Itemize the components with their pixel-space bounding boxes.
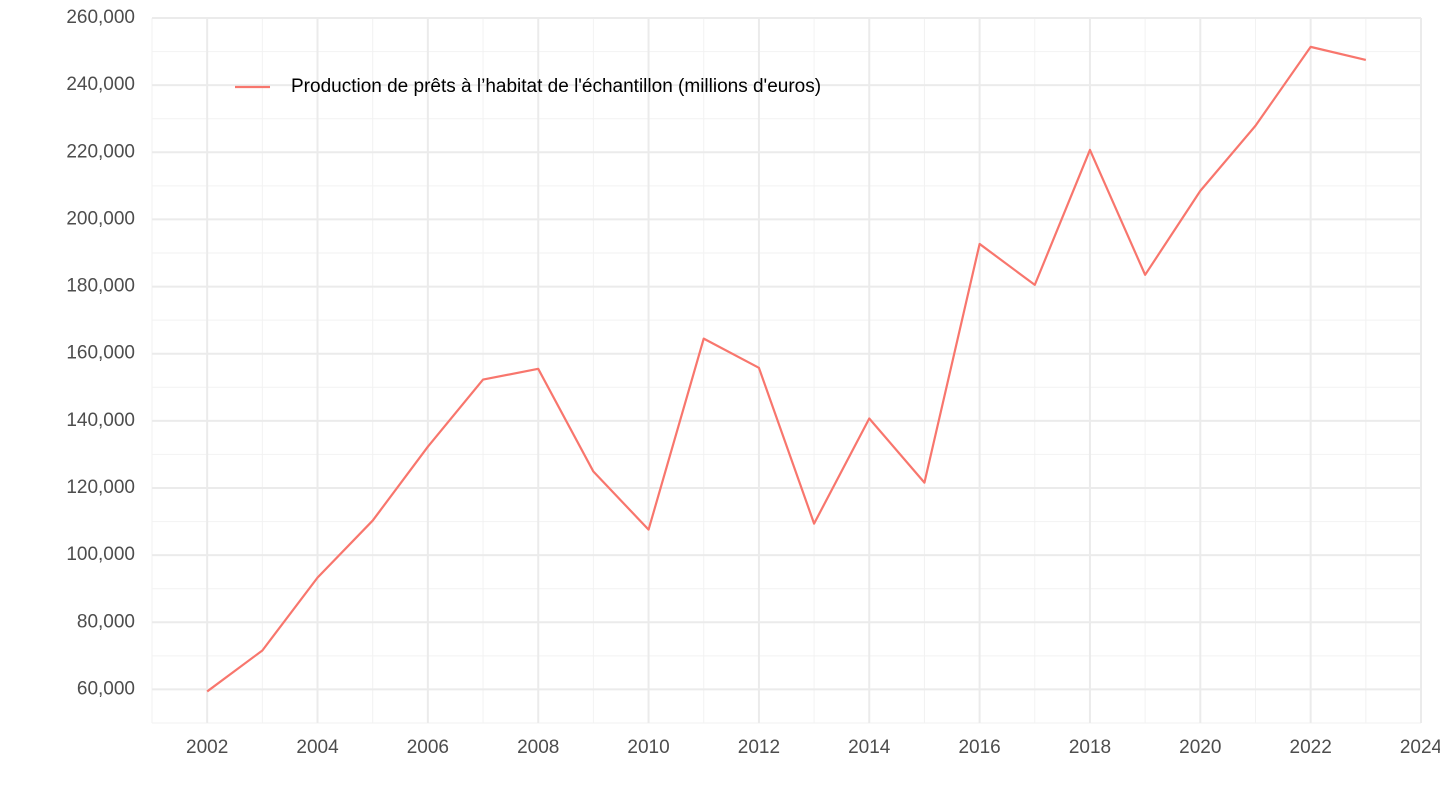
- y-tick-label: 60,000: [77, 678, 135, 699]
- x-tick-label: 2014: [848, 737, 891, 758]
- x-tick-label: 2008: [517, 737, 559, 758]
- x-tick-label: 2024: [1400, 737, 1440, 758]
- x-tick-label: 2002: [186, 737, 228, 758]
- y-tick-label: 100,000: [66, 544, 135, 565]
- y-tick-label: 240,000: [66, 74, 135, 95]
- y-tick-label: 200,000: [66, 208, 135, 229]
- x-tick-label: 2022: [1290, 737, 1332, 758]
- y-tick-label: 220,000: [66, 141, 135, 162]
- x-tick-label: 2006: [407, 737, 449, 758]
- y-tick-label: 120,000: [66, 477, 135, 498]
- x-tick-label: 2004: [296, 737, 339, 758]
- line-series: [206, 45, 1367, 693]
- x-tick-label: 2018: [1069, 737, 1111, 758]
- y-tick-label: 140,000: [66, 410, 135, 431]
- x-tick-label: 2016: [958, 737, 1000, 758]
- x-tick-label: 2020: [1179, 737, 1221, 758]
- y-tick-label: 180,000: [66, 276, 135, 297]
- y-tick-label: 260,000: [66, 7, 135, 28]
- legend-label: Production de prêts à l’habitat de l'éch…: [291, 76, 821, 97]
- x-tick-label: 2012: [738, 737, 780, 758]
- y-tick-label: 160,000: [66, 343, 135, 364]
- y-tick-label: 80,000: [77, 611, 135, 632]
- x-tick-label: 2010: [627, 737, 669, 758]
